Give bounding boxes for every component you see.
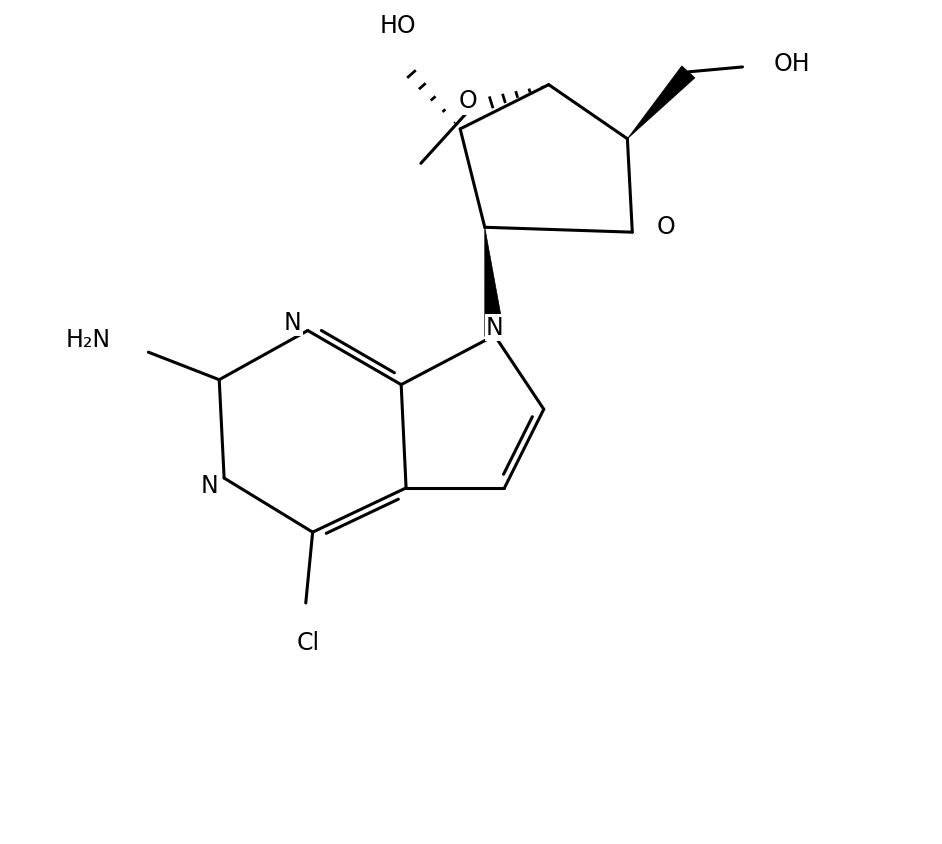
Polygon shape xyxy=(627,66,695,138)
Polygon shape xyxy=(485,227,504,337)
Text: N: N xyxy=(284,311,301,335)
Text: N: N xyxy=(486,316,503,339)
Text: O: O xyxy=(459,89,478,113)
Text: HO: HO xyxy=(380,14,416,39)
Text: O: O xyxy=(657,215,675,239)
Text: Cl: Cl xyxy=(296,630,319,654)
Text: N: N xyxy=(201,474,219,498)
Text: OH: OH xyxy=(774,52,810,76)
Text: H₂N: H₂N xyxy=(66,328,111,352)
